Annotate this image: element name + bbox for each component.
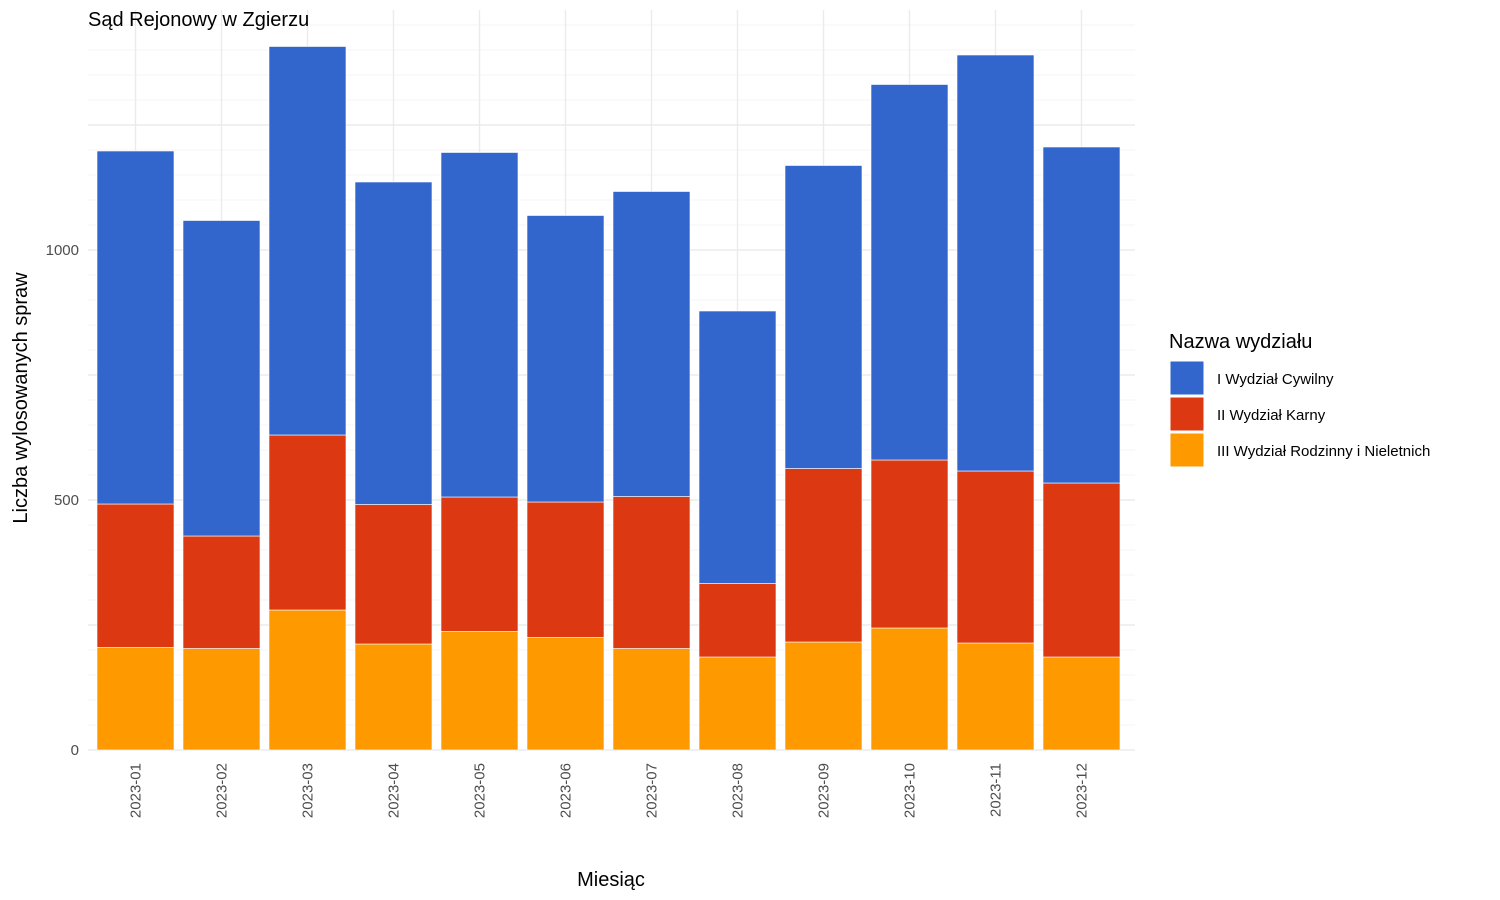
y-tick-label: 500 [54, 492, 79, 509]
x-tick-label: 2023-12 [1074, 763, 1091, 818]
bar-segment [784, 641, 863, 751]
bar-segment [182, 535, 261, 649]
bar-segment [440, 152, 519, 498]
x-tick-label: 2023-11 [988, 763, 1005, 817]
x-tick-label: 2023-02 [214, 763, 231, 818]
bar-segment [354, 504, 433, 645]
bar-segment [526, 637, 605, 751]
x-tick-label: 2023-08 [730, 763, 747, 818]
legend-swatch [1169, 360, 1205, 396]
y-tick-label: 0 [71, 742, 79, 759]
bar-segment [1042, 146, 1121, 484]
bar-segment [1042, 482, 1121, 658]
x-axis-title: Miesiąc [577, 869, 645, 891]
bar-segment [96, 150, 175, 505]
y-axis-title: Liczba wylosowanych spraw [10, 272, 32, 524]
bar-segment [612, 496, 691, 649]
bars [96, 46, 1121, 751]
x-tick-label: 2023-07 [644, 763, 661, 818]
bar-segment [870, 459, 949, 629]
bar-segment [956, 54, 1035, 472]
legend-swatch [1169, 396, 1205, 432]
y-axis-ticks: 0 500 1000 [46, 242, 79, 759]
bar-segment [440, 496, 519, 632]
legend-title: Nazwa wydziału [1169, 331, 1312, 353]
bar-segment [956, 642, 1035, 751]
x-tick-label: 2023-05 [472, 763, 489, 818]
bar-segment [354, 643, 433, 751]
x-tick-label: 2023-01 [128, 763, 145, 818]
bar-segment [354, 181, 433, 505]
bar-segment [784, 165, 863, 469]
legend-label: III Wydział Rodzinny i Nieletnich [1217, 443, 1430, 460]
chart-title: Sąd Rejonowy w Zgierzu [88, 9, 309, 31]
x-tick-label: 2023-03 [300, 763, 317, 818]
bar-segment [526, 215, 605, 503]
x-tick-label: 2023-06 [558, 763, 575, 818]
bar-segment [96, 503, 175, 648]
bar-segment [784, 468, 863, 643]
x-tick-label: 2023-04 [386, 763, 403, 818]
bar-segment [1042, 656, 1121, 751]
bar-segment [870, 84, 949, 461]
bar-segment [956, 470, 1035, 644]
bar-segment [698, 656, 777, 751]
bar-segment [440, 631, 519, 751]
bar-segment [182, 220, 261, 537]
bar-segment [96, 647, 175, 751]
bar-segment [268, 434, 347, 611]
legend-label: I Wydział Cywilny [1217, 371, 1334, 388]
bar-segment [698, 583, 777, 658]
x-tick-label: 2023-10 [902, 763, 919, 818]
legend-label: II Wydział Karny [1217, 407, 1326, 424]
bar-segment [612, 191, 691, 497]
legend-swatch [1169, 432, 1205, 468]
bar-segment [182, 648, 261, 751]
bar-segment [268, 609, 347, 751]
x-axis-ticks: 2023-01 2023-02 2023-03 2023-04 2023-05 2023-… [128, 763, 1091, 818]
bar-segment [612, 648, 691, 751]
y-tick-label: 1000 [46, 242, 79, 259]
x-tick-label: 2023-09 [816, 763, 833, 818]
bar-segment [268, 46, 347, 436]
bar-segment [526, 501, 605, 638]
legend: Nazwa wydziału I Wydział Cywilny II Wydzi… [1169, 331, 1430, 468]
bar-segment [698, 310, 777, 584]
bar-segment [870, 627, 949, 751]
